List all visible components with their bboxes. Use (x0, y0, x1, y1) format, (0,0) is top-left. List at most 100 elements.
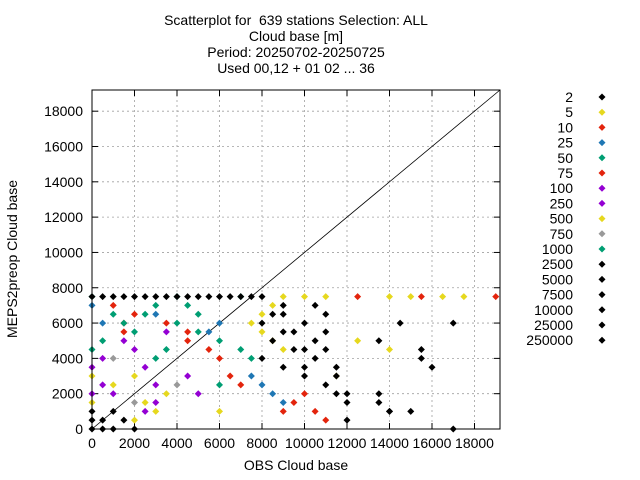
data-point (109, 293, 117, 301)
data-point (449, 319, 457, 327)
data-point (269, 337, 277, 345)
data-point (131, 399, 138, 407)
data-point (375, 337, 383, 345)
legend-marker (598, 93, 606, 101)
legend-label: 75 (557, 165, 573, 181)
data-point (269, 390, 277, 398)
data-point (301, 372, 308, 380)
data-point (322, 293, 330, 301)
legend-label: 5 (565, 104, 573, 120)
data-point (386, 293, 393, 301)
y-axis-label: MEPS2preop Cloud base (4, 180, 20, 338)
data-point (279, 328, 287, 336)
legend-label: 10 (557, 119, 573, 135)
data-point (290, 399, 298, 407)
y-tick-label: 4000 (52, 350, 83, 366)
data-point (375, 399, 383, 407)
data-point (279, 363, 287, 371)
data-point (226, 293, 234, 301)
legend-marker (598, 291, 606, 299)
data-point (152, 310, 160, 318)
data-point (162, 346, 170, 354)
data-point (290, 328, 298, 336)
data-point (141, 310, 149, 318)
y-tick-label: 10000 (44, 244, 83, 260)
data-point (216, 407, 223, 415)
legend-label: 5000 (542, 271, 573, 287)
data-point (152, 354, 160, 362)
legend-marker (598, 123, 606, 131)
data-point (354, 337, 362, 345)
data-point (162, 328, 170, 336)
data-point (301, 346, 308, 354)
data-point (173, 319, 181, 327)
x-tick-label: 10000 (285, 435, 324, 451)
chart-title: Scatterplot for 639 stations Selection: … (92, 12, 500, 76)
legend-marker (598, 230, 606, 238)
legend-marker (598, 169, 606, 177)
data-point (386, 407, 393, 415)
data-point (332, 372, 340, 380)
data-point (428, 363, 436, 371)
data-point (184, 293, 192, 301)
data-point (311, 337, 319, 345)
data-point (322, 381, 330, 389)
data-point (311, 354, 319, 362)
legend-marker (598, 215, 606, 223)
data-point (152, 293, 160, 301)
data-point (194, 310, 202, 318)
data-point (99, 337, 107, 345)
legend-label: 100 (550, 180, 574, 196)
y-tick-label: 6000 (52, 315, 83, 331)
data-point (386, 346, 393, 354)
data-point (258, 293, 266, 301)
data-point (205, 346, 213, 354)
legend-marker (598, 275, 606, 283)
x-tick-label: 14000 (370, 435, 409, 451)
data-point (120, 416, 128, 424)
y-tick-label: 8000 (52, 280, 83, 296)
data-point (417, 354, 425, 362)
data-point (152, 407, 160, 415)
data-point (460, 293, 468, 301)
data-point (332, 390, 340, 398)
legend-marker (598, 139, 606, 147)
data-point (216, 293, 223, 301)
data-point (120, 337, 128, 345)
data-point (258, 310, 266, 318)
data-point (279, 301, 287, 309)
data-point (258, 354, 266, 362)
data-point (258, 381, 266, 389)
y-tick-label: 16000 (44, 139, 83, 155)
data-point (396, 319, 404, 327)
data-point (184, 301, 192, 309)
data-point (109, 301, 117, 309)
legend-label: 1000 (542, 241, 573, 257)
x-tick-label: 18000 (455, 435, 494, 451)
data-point (237, 293, 245, 301)
legend-label: 2 (565, 89, 573, 105)
x-tick-label: 6000 (204, 435, 235, 451)
data-point (301, 390, 308, 398)
y-tick-label: 18000 (44, 103, 83, 119)
legend-marker (598, 184, 606, 192)
legend-marker (598, 306, 606, 314)
data-point (152, 381, 160, 389)
data-point (247, 372, 255, 380)
data-point (120, 328, 128, 336)
y-tick-label: 2000 (52, 386, 83, 402)
x-axis-label: OBS Cloud base (243, 457, 349, 473)
data-point (343, 390, 351, 398)
legend-label: 7500 (542, 287, 573, 303)
data-point (109, 381, 117, 389)
data-point (131, 416, 138, 424)
data-point (258, 328, 266, 336)
data-point (311, 407, 319, 415)
data-point (407, 407, 415, 415)
data-point (99, 293, 107, 301)
data-point (279, 293, 287, 301)
data-point (417, 293, 425, 301)
legend-label: 25 (557, 135, 573, 151)
data-point (322, 310, 330, 318)
